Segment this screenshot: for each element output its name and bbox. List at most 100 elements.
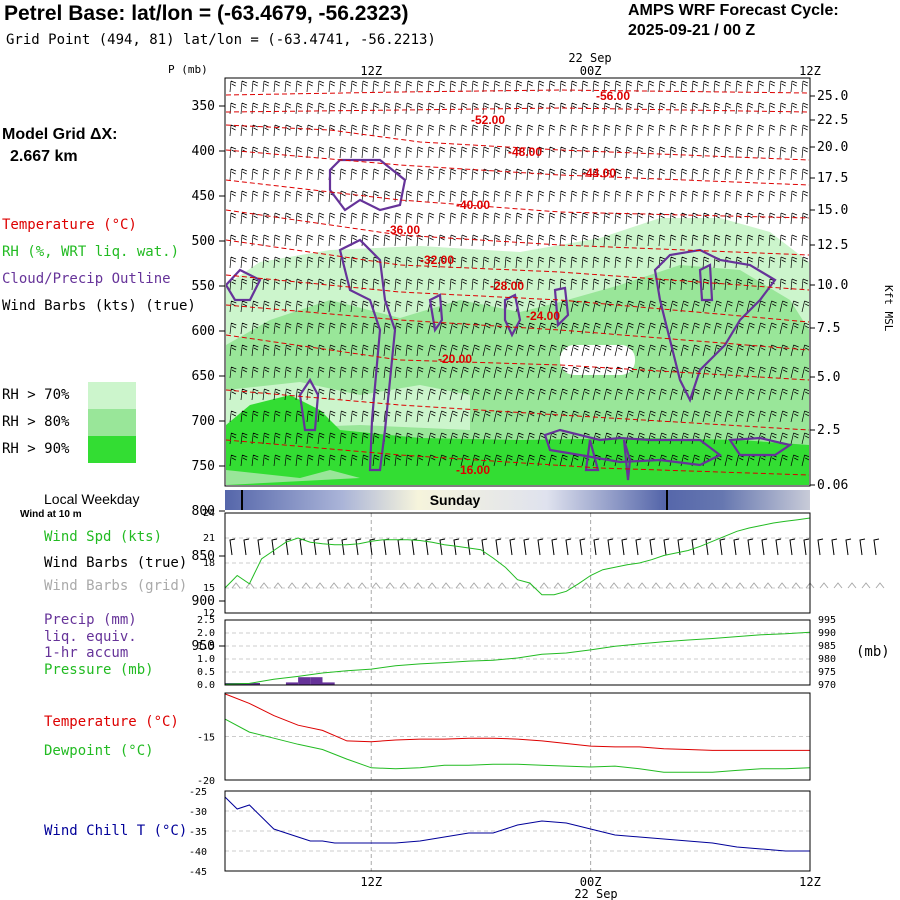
cross-section-plot <box>226 80 809 485</box>
rh90-area <box>226 395 809 485</box>
legend-temperature-2: Temperature (°C) <box>44 714 179 730</box>
legend-wind-chill: Wind Chill T (°C) <box>44 823 188 839</box>
legend-dewpoint: Dewpoint (°C) <box>44 743 154 759</box>
isotherm-label: -36.00 <box>386 223 420 237</box>
pressure-unit-label: (mb) <box>856 644 890 660</box>
model-grid-label: Model Grid ΔX: <box>2 126 118 143</box>
wind-10m-label: Wind at 10 m <box>20 509 82 520</box>
isotherm-label: -56.00 <box>596 89 630 103</box>
height-axis-title: Kft MSL <box>882 285 895 332</box>
top-time-tick: 00Z <box>580 64 602 78</box>
pressure-tick: 950 <box>192 639 215 654</box>
isotherm-3 <box>226 149 809 186</box>
precip-tick: 2.0 <box>197 628 215 639</box>
pressure-tick: 350 <box>192 99 215 114</box>
pressure-tick-right: 985 <box>818 641 836 652</box>
cloud-outline-9 <box>543 428 723 467</box>
wind-speed-tick: 24 <box>203 508 215 519</box>
top-time-tick: 12Z <box>360 64 382 78</box>
forecast-cycle-label: AMPS WRF Forecast Cycle: <box>628 2 839 19</box>
isotherm-label: -52.00 <box>471 113 505 127</box>
wind-chill-line <box>224 796 810 852</box>
weekday-bar <box>225 490 810 510</box>
height-tick: 5.0 <box>817 370 840 385</box>
legend-wind-barbs-grid: Wind Barbs (grid) <box>44 578 188 594</box>
height-tick: 15.0 <box>817 203 848 218</box>
temperature-line <box>224 693 810 751</box>
legend-rh90-swatch <box>88 436 136 463</box>
pressure-tick-right: 970 <box>818 680 836 691</box>
precip-bar <box>322 682 335 685</box>
pressure-tick: 700 <box>192 414 215 429</box>
precip-tick: 2.5 <box>197 615 215 626</box>
precip-bar <box>310 677 323 685</box>
cloud-outline-3 <box>428 293 444 333</box>
isotherm-label: -24.00 <box>526 309 560 323</box>
cloud-outline-10 <box>728 436 793 457</box>
model-grid-value: 2.667 km <box>10 148 78 165</box>
pressure-tick: 850 <box>192 549 215 564</box>
forecast-cycle-value: 2025-09-21 / 00 Z <box>628 22 756 39</box>
legend-rh90-label: RH > 90% <box>2 441 70 457</box>
height-tick: 10.0 <box>817 278 848 293</box>
windchill-tick: -25 <box>189 787 207 798</box>
local-weekday-label: Local Weekday <box>44 491 140 507</box>
isotherm-5 <box>226 209 809 256</box>
page-title: Petrel Base: lat/lon = (-63.4679, -56.23… <box>4 2 409 25</box>
legend-rh70-label: RH > 70% <box>2 387 70 403</box>
height-tick: 12.5 <box>817 238 848 253</box>
legend-rh80-label: RH > 80% <box>2 414 70 430</box>
height-tick: 22.5 <box>817 113 848 128</box>
windchill-tick: -45 <box>189 867 207 878</box>
bottom-time-tick: 00Z <box>580 875 602 889</box>
wind-barbs-true <box>229 538 880 556</box>
legend-rh80-swatch <box>88 409 136 436</box>
pressure-tick: 500 <box>192 234 215 249</box>
height-tick: 0.06 <box>817 478 848 493</box>
pressure-tick: 750 <box>192 459 215 474</box>
legend-liq-equiv: liq. equiv. <box>44 629 137 645</box>
pressure-tick: 900 <box>192 594 215 609</box>
legend-wind-spd: Wind Spd (kts) <box>44 529 163 545</box>
cloud-outline-11 <box>584 439 600 472</box>
cloud-outline-0 <box>328 158 407 212</box>
wind-speed-tick: 18 <box>203 558 215 569</box>
pressure-tick: 600 <box>192 324 215 339</box>
isotherm-label: -44.00 <box>582 166 616 180</box>
precip-tick: 1.0 <box>197 654 215 665</box>
wind-panel-frame <box>224 512 811 614</box>
dewpoint-line <box>224 718 811 773</box>
cross-section-frame <box>224 77 811 487</box>
isotherm-2 <box>226 124 809 161</box>
height-tick: 17.5 <box>817 171 848 186</box>
cloud-outline-8 <box>298 377 320 432</box>
top-date-label: 22 Sep <box>568 51 611 65</box>
rh80-area-low <box>226 470 360 485</box>
temp-tick: -15 <box>197 733 215 744</box>
wind-speed-tick: 21 <box>203 533 215 544</box>
cloud-outline-5 <box>553 286 570 328</box>
temp-panel-frame <box>224 692 811 781</box>
legend-hr-accum: 1-hr accum <box>44 645 129 661</box>
legend-rh70-swatch <box>88 382 136 409</box>
grid-point-subtitle: Grid Point (494, 81) lat/lon = (-63.4741… <box>6 32 436 48</box>
legend-cloud: Cloud/Precip Outline <box>2 271 171 287</box>
legend-pressure: Pressure (mb) <box>44 662 154 678</box>
isotherm-label: -32.00 <box>420 253 454 267</box>
isotherm-label: -16.00 <box>456 463 490 477</box>
wind-barbs-field <box>229 80 809 467</box>
cloud-outline-7 <box>698 263 714 302</box>
isotherm-8 <box>226 304 809 351</box>
precip-tick: 0.5 <box>197 667 215 678</box>
legend-temperature: Temperature (°C) <box>2 217 137 233</box>
isotherm-label: -40.00 <box>456 198 490 212</box>
isotherm-label: -28.00 <box>490 279 524 293</box>
isotherm-7 <box>226 274 809 323</box>
legend-rh: RH (%, WRT liq. wat.) <box>2 244 180 260</box>
pressure-tick-right: 990 <box>818 628 836 639</box>
temp-tick: -20 <box>197 776 215 787</box>
windchill-tick: -40 <box>189 847 207 858</box>
top-time-tick: 12Z <box>799 64 821 78</box>
windchill-panel-frame <box>224 790 811 872</box>
legend-wind-barbs-true: Wind Barbs (true) <box>44 555 188 571</box>
